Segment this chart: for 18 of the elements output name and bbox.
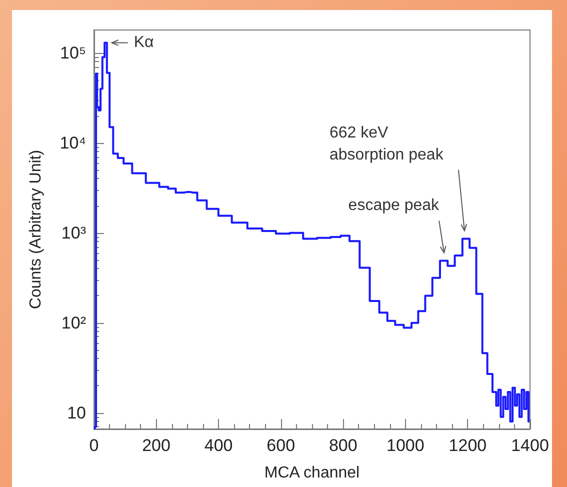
x-tick-label: 800 [328,436,358,455]
annotation: Kα [134,34,154,52]
y-axis-title: Counts (Arbitrary Unit) [28,150,44,310]
x-tick-label: 600 [266,436,296,455]
y-tick-label: 10 [67,403,86,422]
x-axis-title: MCA channel [264,464,360,482]
x-tick-label: 1000 [386,436,424,455]
x-tick-label: 400 [204,436,233,455]
x-tick-label: 0 [89,436,99,455]
y-tick-label: 10³ [61,223,86,242]
y-tick-label: 10⁴ [60,133,86,152]
annotation: escape peak [348,197,440,214]
x-tick-label: 1200 [448,436,487,455]
annotation: 662 keV absorption peak [329,124,444,164]
y-tick-label: 10⁵ [60,43,86,62]
x-tick-label: 200 [142,436,170,455]
x-tick-label: 1400 [511,436,549,455]
y-tick-label: 10² [61,313,86,332]
